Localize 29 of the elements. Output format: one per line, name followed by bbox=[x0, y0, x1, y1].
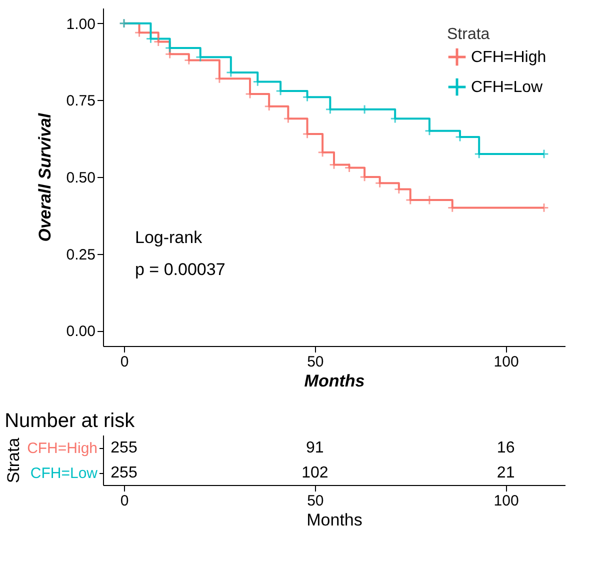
x-tick-label: 0 bbox=[120, 354, 129, 370]
legend-title: Strata bbox=[447, 26, 490, 43]
y-tick-label: 1.00 bbox=[66, 16, 96, 33]
y-tick-label: CFH=High bbox=[27, 440, 98, 457]
x-tick-label: 0 bbox=[120, 492, 129, 510]
data-label: 255 bbox=[110, 440, 138, 456]
data-label: 21 bbox=[496, 464, 515, 482]
legend-label: CFH=High bbox=[471, 49, 546, 66]
y-tick-label: 0.00 bbox=[66, 323, 96, 340]
y-tick-label: 0.25 bbox=[66, 246, 96, 264]
x-tick-label: 50 bbox=[307, 354, 324, 370]
x-tick-label: 100 bbox=[494, 354, 519, 370]
x-axis-title: Months bbox=[306, 510, 362, 530]
data-label: 91 bbox=[306, 440, 324, 456]
annotation: p = 0.00037 bbox=[135, 260, 226, 279]
chart-title: Number at risk bbox=[4, 410, 136, 432]
data-label: 16 bbox=[496, 440, 515, 456]
y-tick-label: 0.50 bbox=[66, 170, 96, 186]
y-tick-label: 0.75 bbox=[66, 92, 96, 110]
y-axis-title: Strata bbox=[4, 437, 24, 484]
annotation: Log-rank bbox=[135, 228, 203, 247]
data-label: 255 bbox=[110, 464, 138, 482]
x-tick-label: 100 bbox=[494, 492, 519, 510]
y-tick-label: CFH=Low bbox=[30, 465, 98, 482]
legend-label: CFH=Low bbox=[471, 79, 544, 96]
x-axis-title: Months bbox=[304, 372, 365, 390]
data-label: 102 bbox=[302, 464, 328, 482]
x-tick-label: 50 bbox=[307, 492, 324, 510]
y-axis-title: Overall Survival bbox=[35, 112, 54, 242]
